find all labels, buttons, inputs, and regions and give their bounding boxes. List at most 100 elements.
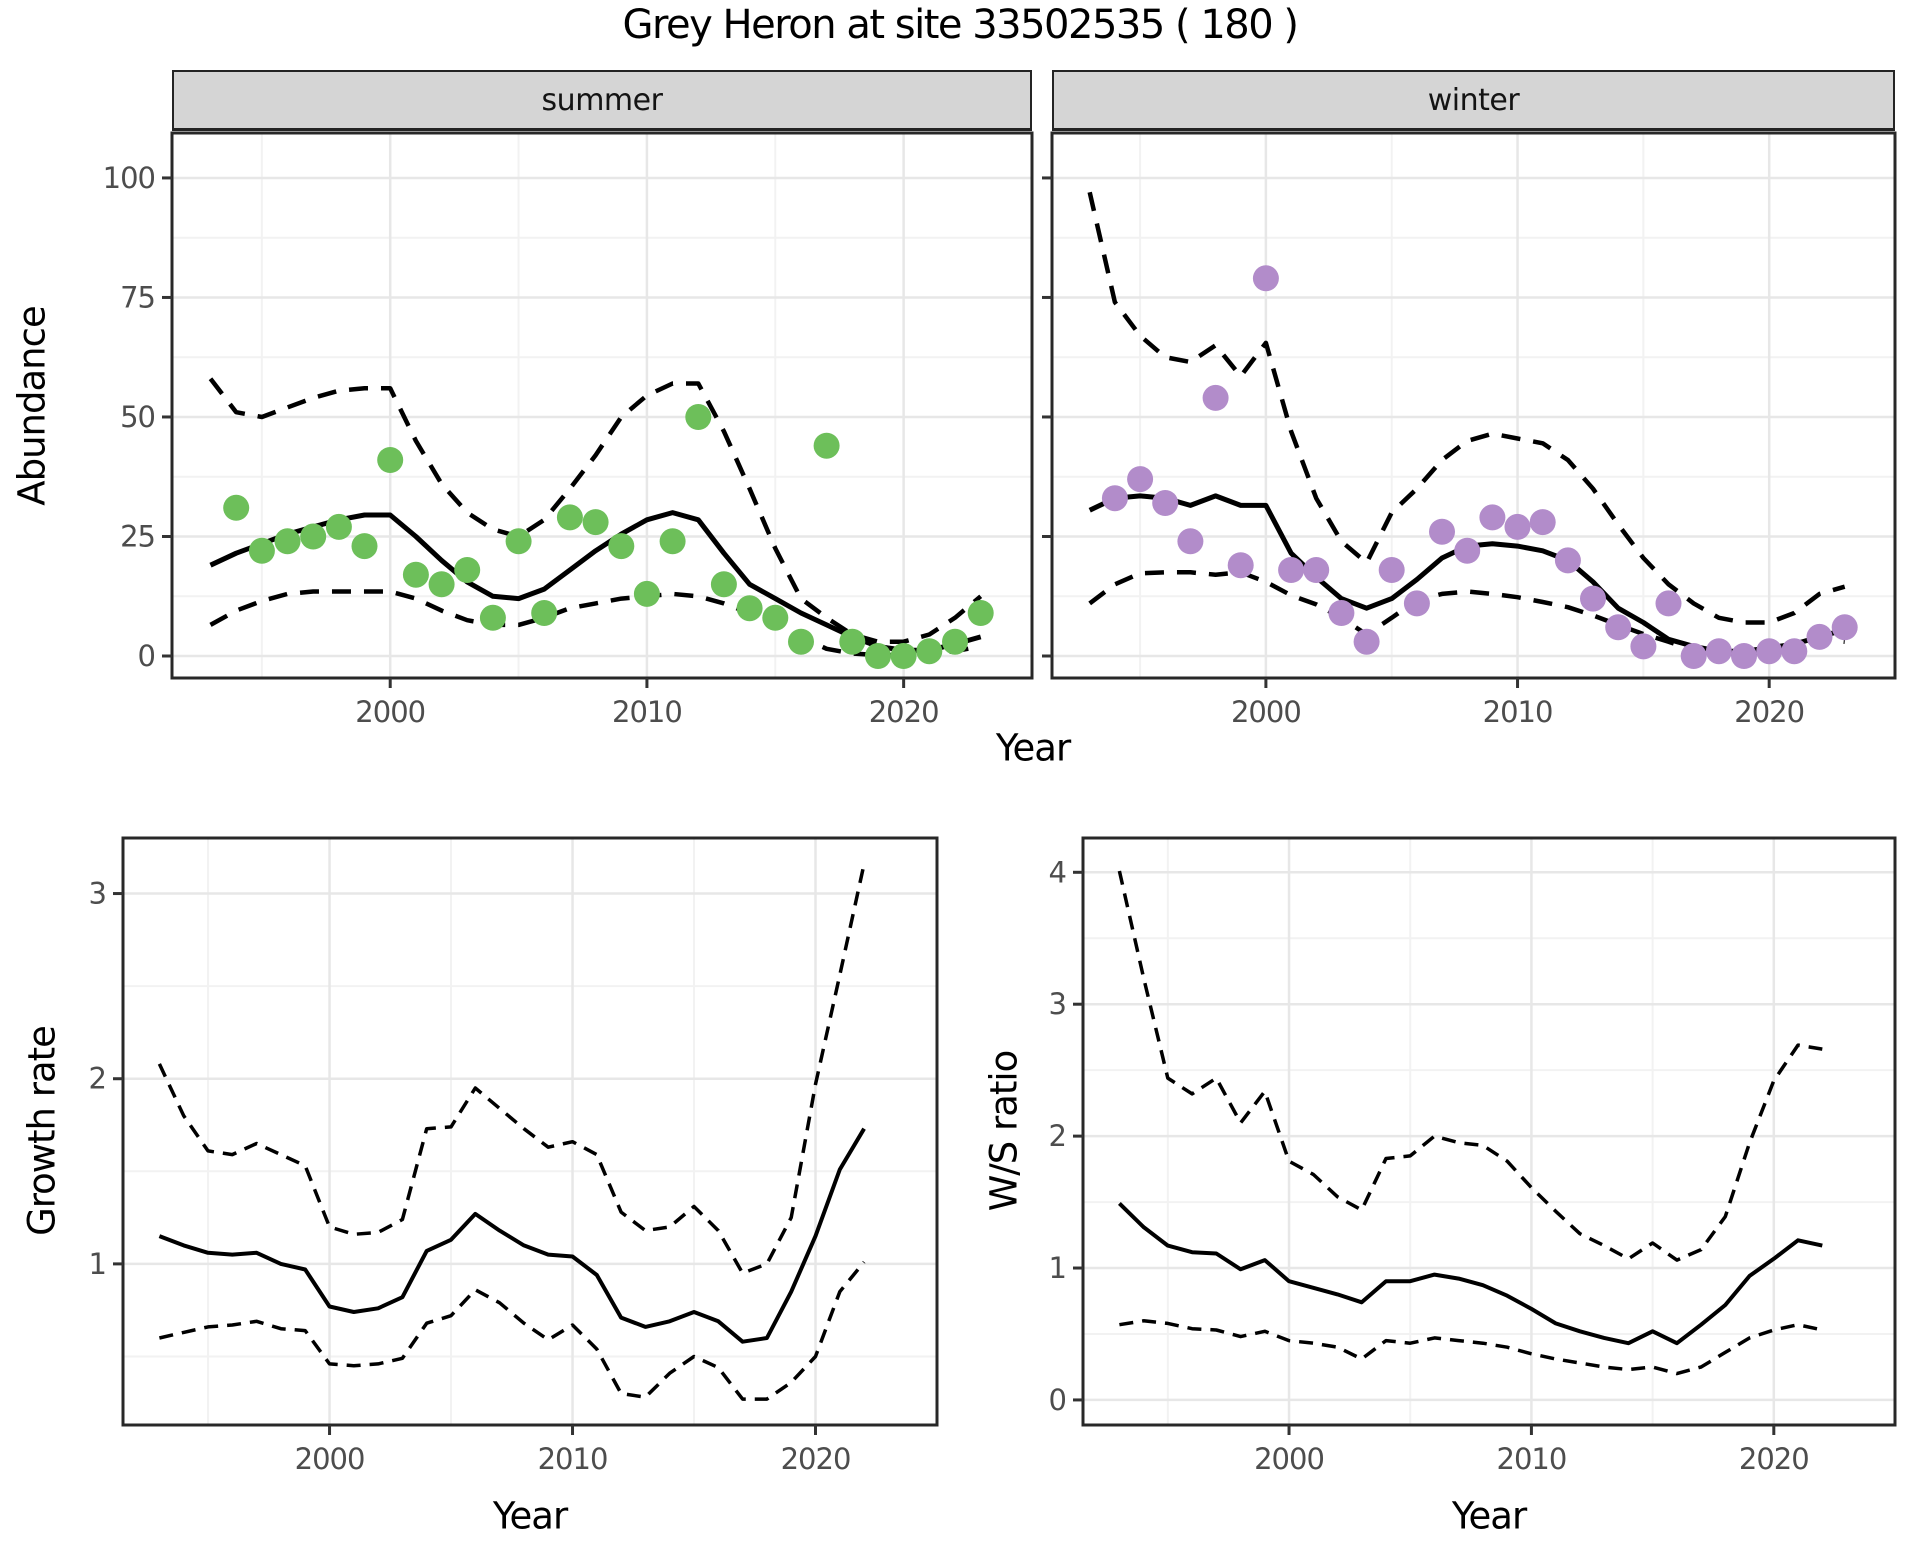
x-tick-label: 2000 (355, 695, 425, 729)
growth-rate-lower_ci-line (159, 1260, 866, 1401)
abundance-winter-upper_ci-line (1087, 191, 1846, 625)
observed-point (1529, 509, 1556, 536)
observed-point (1479, 504, 1506, 531)
ws-ratio-upper_ci-line (1117, 870, 1823, 1262)
y-tick-label: 50 (120, 400, 155, 434)
y-tick-label: 0 (138, 639, 155, 673)
facet-strip-winter: winter (1052, 70, 1895, 131)
winter-abundance-panel: 2000 2010 2020 (1042, 131, 1897, 729)
x-tick-label: 2000 (1254, 1442, 1324, 1476)
observed-point (839, 628, 866, 655)
y-tick-label: 2 (89, 1062, 106, 1096)
observed-point (1328, 600, 1355, 626)
observed-point (1252, 265, 1279, 292)
x-tick-label: 2010 (1497, 1442, 1567, 1476)
observed-point (1605, 614, 1632, 641)
observed-point (659, 528, 686, 555)
abundance-summer-lower_ci-line (209, 589, 982, 658)
chart-title: Grey Heron at site 33502535 ( 180 ) (622, 2, 1299, 48)
summer-abundance-panel: 2000 2010 2020 0 25 50 75 100 (103, 131, 1034, 729)
observed-point (325, 513, 352, 540)
x-tick-label: 2020 (781, 1442, 851, 1476)
y-tick-label: 3 (1049, 987, 1066, 1021)
x-tick-label: 2020 (1734, 695, 1804, 729)
observed-point (685, 404, 712, 430)
observed-point (1152, 490, 1179, 516)
y-tick-label: 1 (89, 1247, 106, 1281)
observed-point (1227, 552, 1254, 579)
observed-point (300, 523, 327, 550)
x-tick-label: 2020 (1739, 1442, 1809, 1476)
x-axis-title-year-top: Year (995, 726, 1071, 770)
observed-point (942, 628, 968, 655)
observed-point (736, 595, 763, 622)
y-tick-label: 2 (1049, 1119, 1066, 1153)
observed-point (223, 494, 250, 521)
observed-point (454, 557, 481, 583)
observed-point (865, 643, 891, 669)
observed-point (633, 580, 660, 607)
observed-point (608, 533, 635, 560)
observed-point (1429, 518, 1455, 545)
observed-point (274, 528, 301, 555)
ws-ratio-lower_ci-line (1119, 1319, 1823, 1376)
observed-point (788, 628, 814, 655)
observed-point (1278, 557, 1305, 583)
observed-point (377, 447, 404, 473)
observed-point (1680, 643, 1707, 669)
y-tick-label: 100 (103, 161, 155, 195)
abundance-summer-upper_ci-line (208, 377, 983, 644)
observed-point (1554, 547, 1581, 574)
observed-point (1756, 638, 1783, 665)
growth-rate-panel: 2000 2010 2020 1 2 3 (89, 836, 939, 1476)
y-tick-label: 3 (89, 877, 106, 911)
observed-point (351, 533, 378, 560)
x-tick-label: 2010 (538, 1442, 608, 1476)
observed-point (1454, 537, 1481, 564)
observed-point (1378, 557, 1405, 583)
observed-point (762, 604, 789, 631)
y-axis-title-abundance: Abundance (10, 306, 54, 506)
y-tick-label: 1 (1049, 1251, 1066, 1285)
observed-point (1831, 614, 1858, 641)
panel-border (1081, 836, 1897, 1427)
observed-point (248, 537, 275, 564)
observed-point (890, 643, 917, 669)
observed-point (1127, 466, 1154, 493)
x-axis-title-year-ws: Year (1451, 1494, 1527, 1538)
y-tick-label: 75 (120, 280, 155, 314)
observed-point (1731, 643, 1757, 669)
observed-point (1101, 485, 1128, 512)
ws-ratio-trend-line (1118, 1201, 1823, 1346)
growth-rate-trend-line (158, 1127, 866, 1344)
panel-border (170, 131, 1034, 680)
observed-point (1202, 384, 1229, 411)
observed-point (710, 571, 737, 598)
observed-point (1177, 528, 1204, 555)
panel-border (1050, 131, 1897, 680)
observed-point (531, 600, 558, 626)
observed-point (1705, 638, 1732, 665)
x-tick-label: 2020 (869, 695, 939, 729)
observed-point (582, 509, 609, 536)
x-axis-title-year-growth: Year (492, 1494, 568, 1538)
observed-point (479, 604, 506, 631)
observed-point (1781, 638, 1808, 665)
observed-point (1353, 628, 1380, 655)
x-tick-label: 2010 (612, 695, 682, 729)
observed-point (1806, 623, 1833, 650)
observed-point (402, 561, 429, 588)
observed-point (916, 638, 943, 665)
facet-strip-summer-label: summer (541, 82, 663, 118)
x-tick-label: 2000 (1231, 695, 1301, 729)
x-tick-label: 2010 (1483, 695, 1553, 729)
observed-point (1504, 513, 1531, 540)
facet-strip-winter-label: winter (1427, 82, 1520, 118)
y-tick-label: 4 (1049, 855, 1066, 889)
x-tick-label: 2000 (295, 1442, 365, 1476)
observed-point (1403, 590, 1430, 617)
facet-strip-summer: summer (172, 70, 1032, 131)
y-tick-label: 0 (1049, 1383, 1066, 1417)
panel-border (121, 836, 939, 1427)
